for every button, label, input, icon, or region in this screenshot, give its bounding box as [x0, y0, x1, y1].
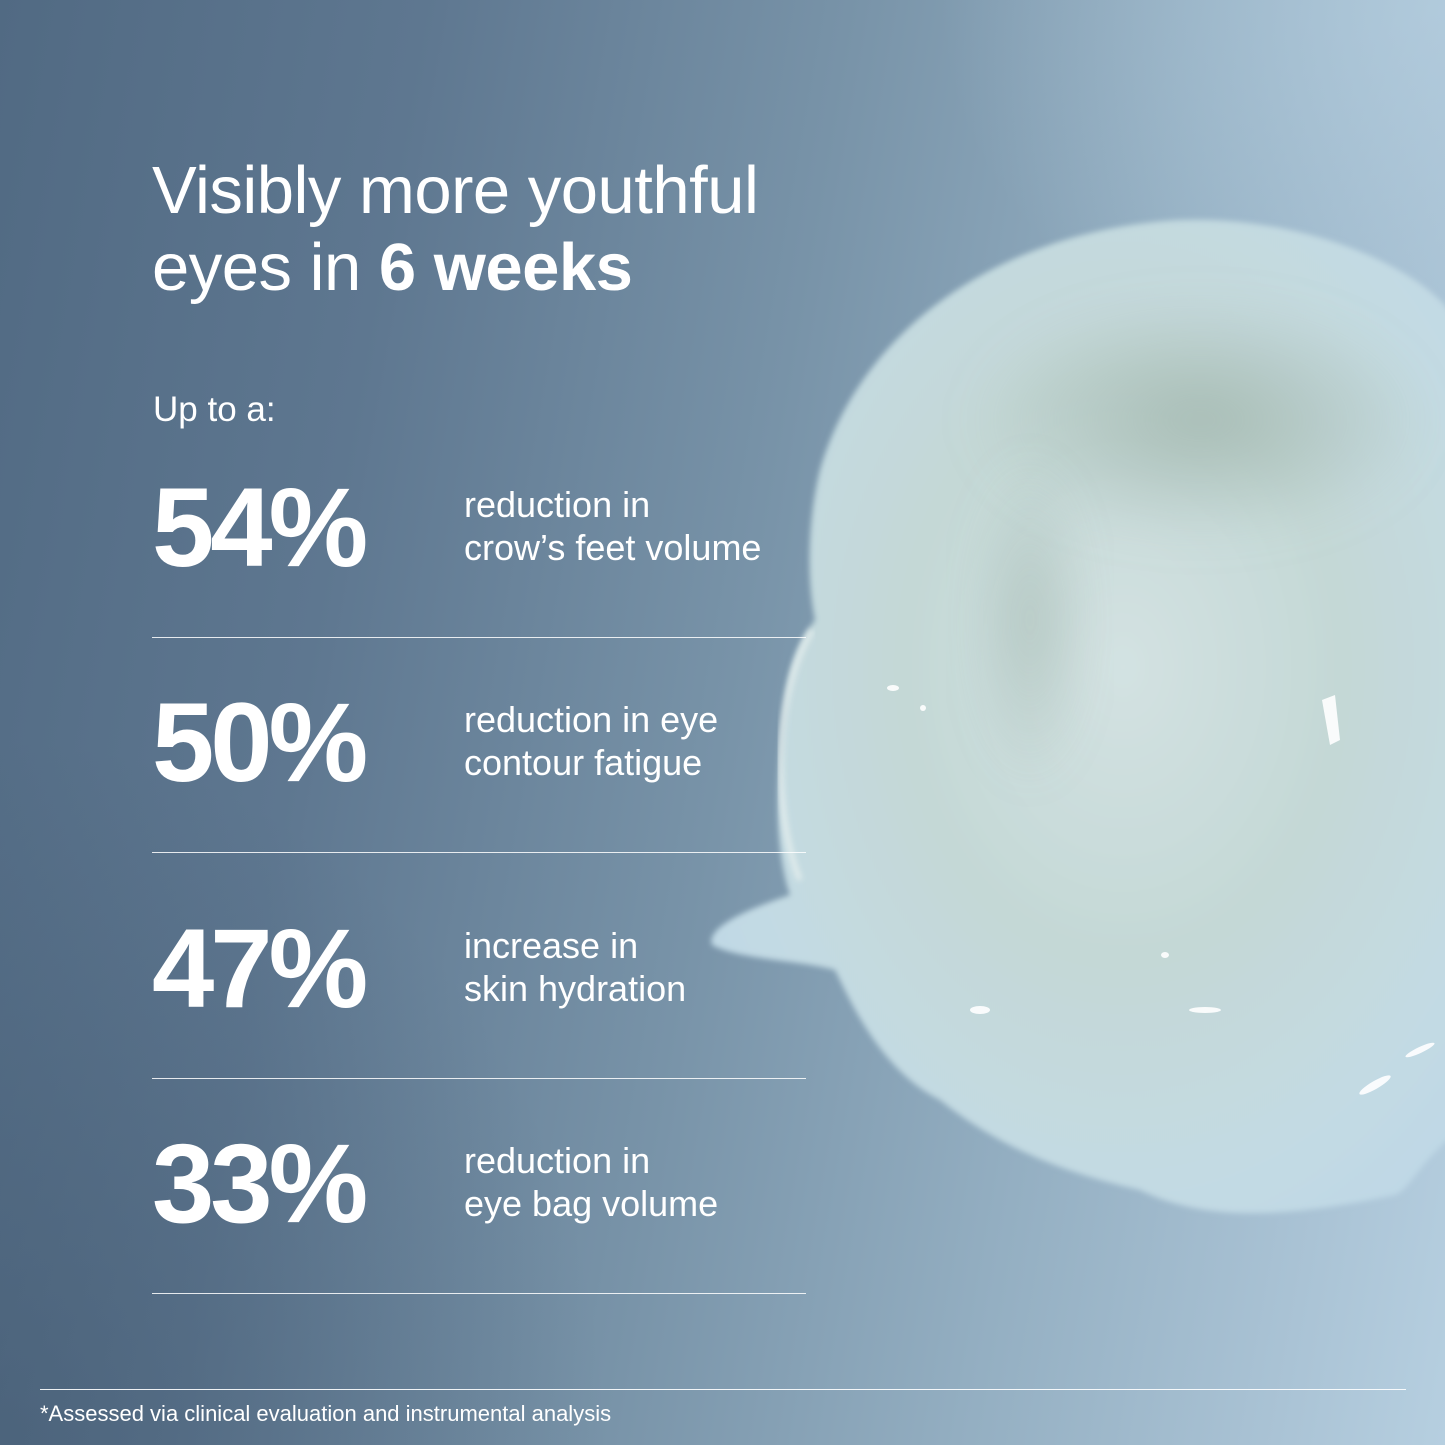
- stat-row: 47% increase in skin hydration: [152, 904, 806, 1034]
- intro-text: Up to a:: [153, 390, 276, 429]
- stat-value: 50%: [152, 680, 368, 805]
- footnote: *Assessed via clinical evaluation and in…: [40, 1401, 612, 1426]
- divider: [152, 1078, 806, 1079]
- headline-line-2-regular: eyes in: [152, 230, 379, 305]
- stat-value: 54%: [152, 465, 368, 590]
- stat-description-line-2: skin hydration: [464, 968, 687, 1009]
- stat-description: reduction in eye contour fatigue: [464, 698, 718, 784]
- divider: [152, 637, 806, 638]
- stat-description-line-1: reduction in eye: [464, 699, 719, 740]
- stat-description-line-2: eye bag volume: [464, 1183, 719, 1224]
- stat-description-line-1: reduction in: [464, 484, 651, 525]
- stat-description-line-2: contour fatigue: [464, 742, 703, 783]
- divider: [152, 852, 806, 853]
- stat-value: 33%: [152, 1121, 368, 1246]
- stat-row: 50% reduction in eye contour fatigue: [152, 678, 806, 808]
- stat-description-line-2: crow’s feet volume: [464, 527, 762, 568]
- stat-description: reduction in eye bag volume: [464, 1139, 718, 1225]
- stat-row: 54% reduction in crow’s feet volume: [152, 463, 806, 593]
- headline-line-1: Visibly more youthful: [152, 153, 759, 228]
- headline: Visibly more youthful eyes in 6 weeks: [152, 152, 759, 306]
- footer-divider: [40, 1389, 1406, 1390]
- stat-description: reduction in crow’s feet volume: [464, 483, 761, 569]
- stat-description-line-1: increase in: [464, 925, 639, 966]
- stat-value: 47%: [152, 906, 368, 1031]
- stat-row: 33% reduction in eye bag volume: [152, 1119, 806, 1249]
- divider: [152, 1293, 806, 1294]
- stat-description-line-1: reduction in: [464, 1140, 651, 1181]
- headline-line-2-bold: 6 weeks: [378, 230, 633, 305]
- stat-description: increase in skin hydration: [464, 924, 686, 1010]
